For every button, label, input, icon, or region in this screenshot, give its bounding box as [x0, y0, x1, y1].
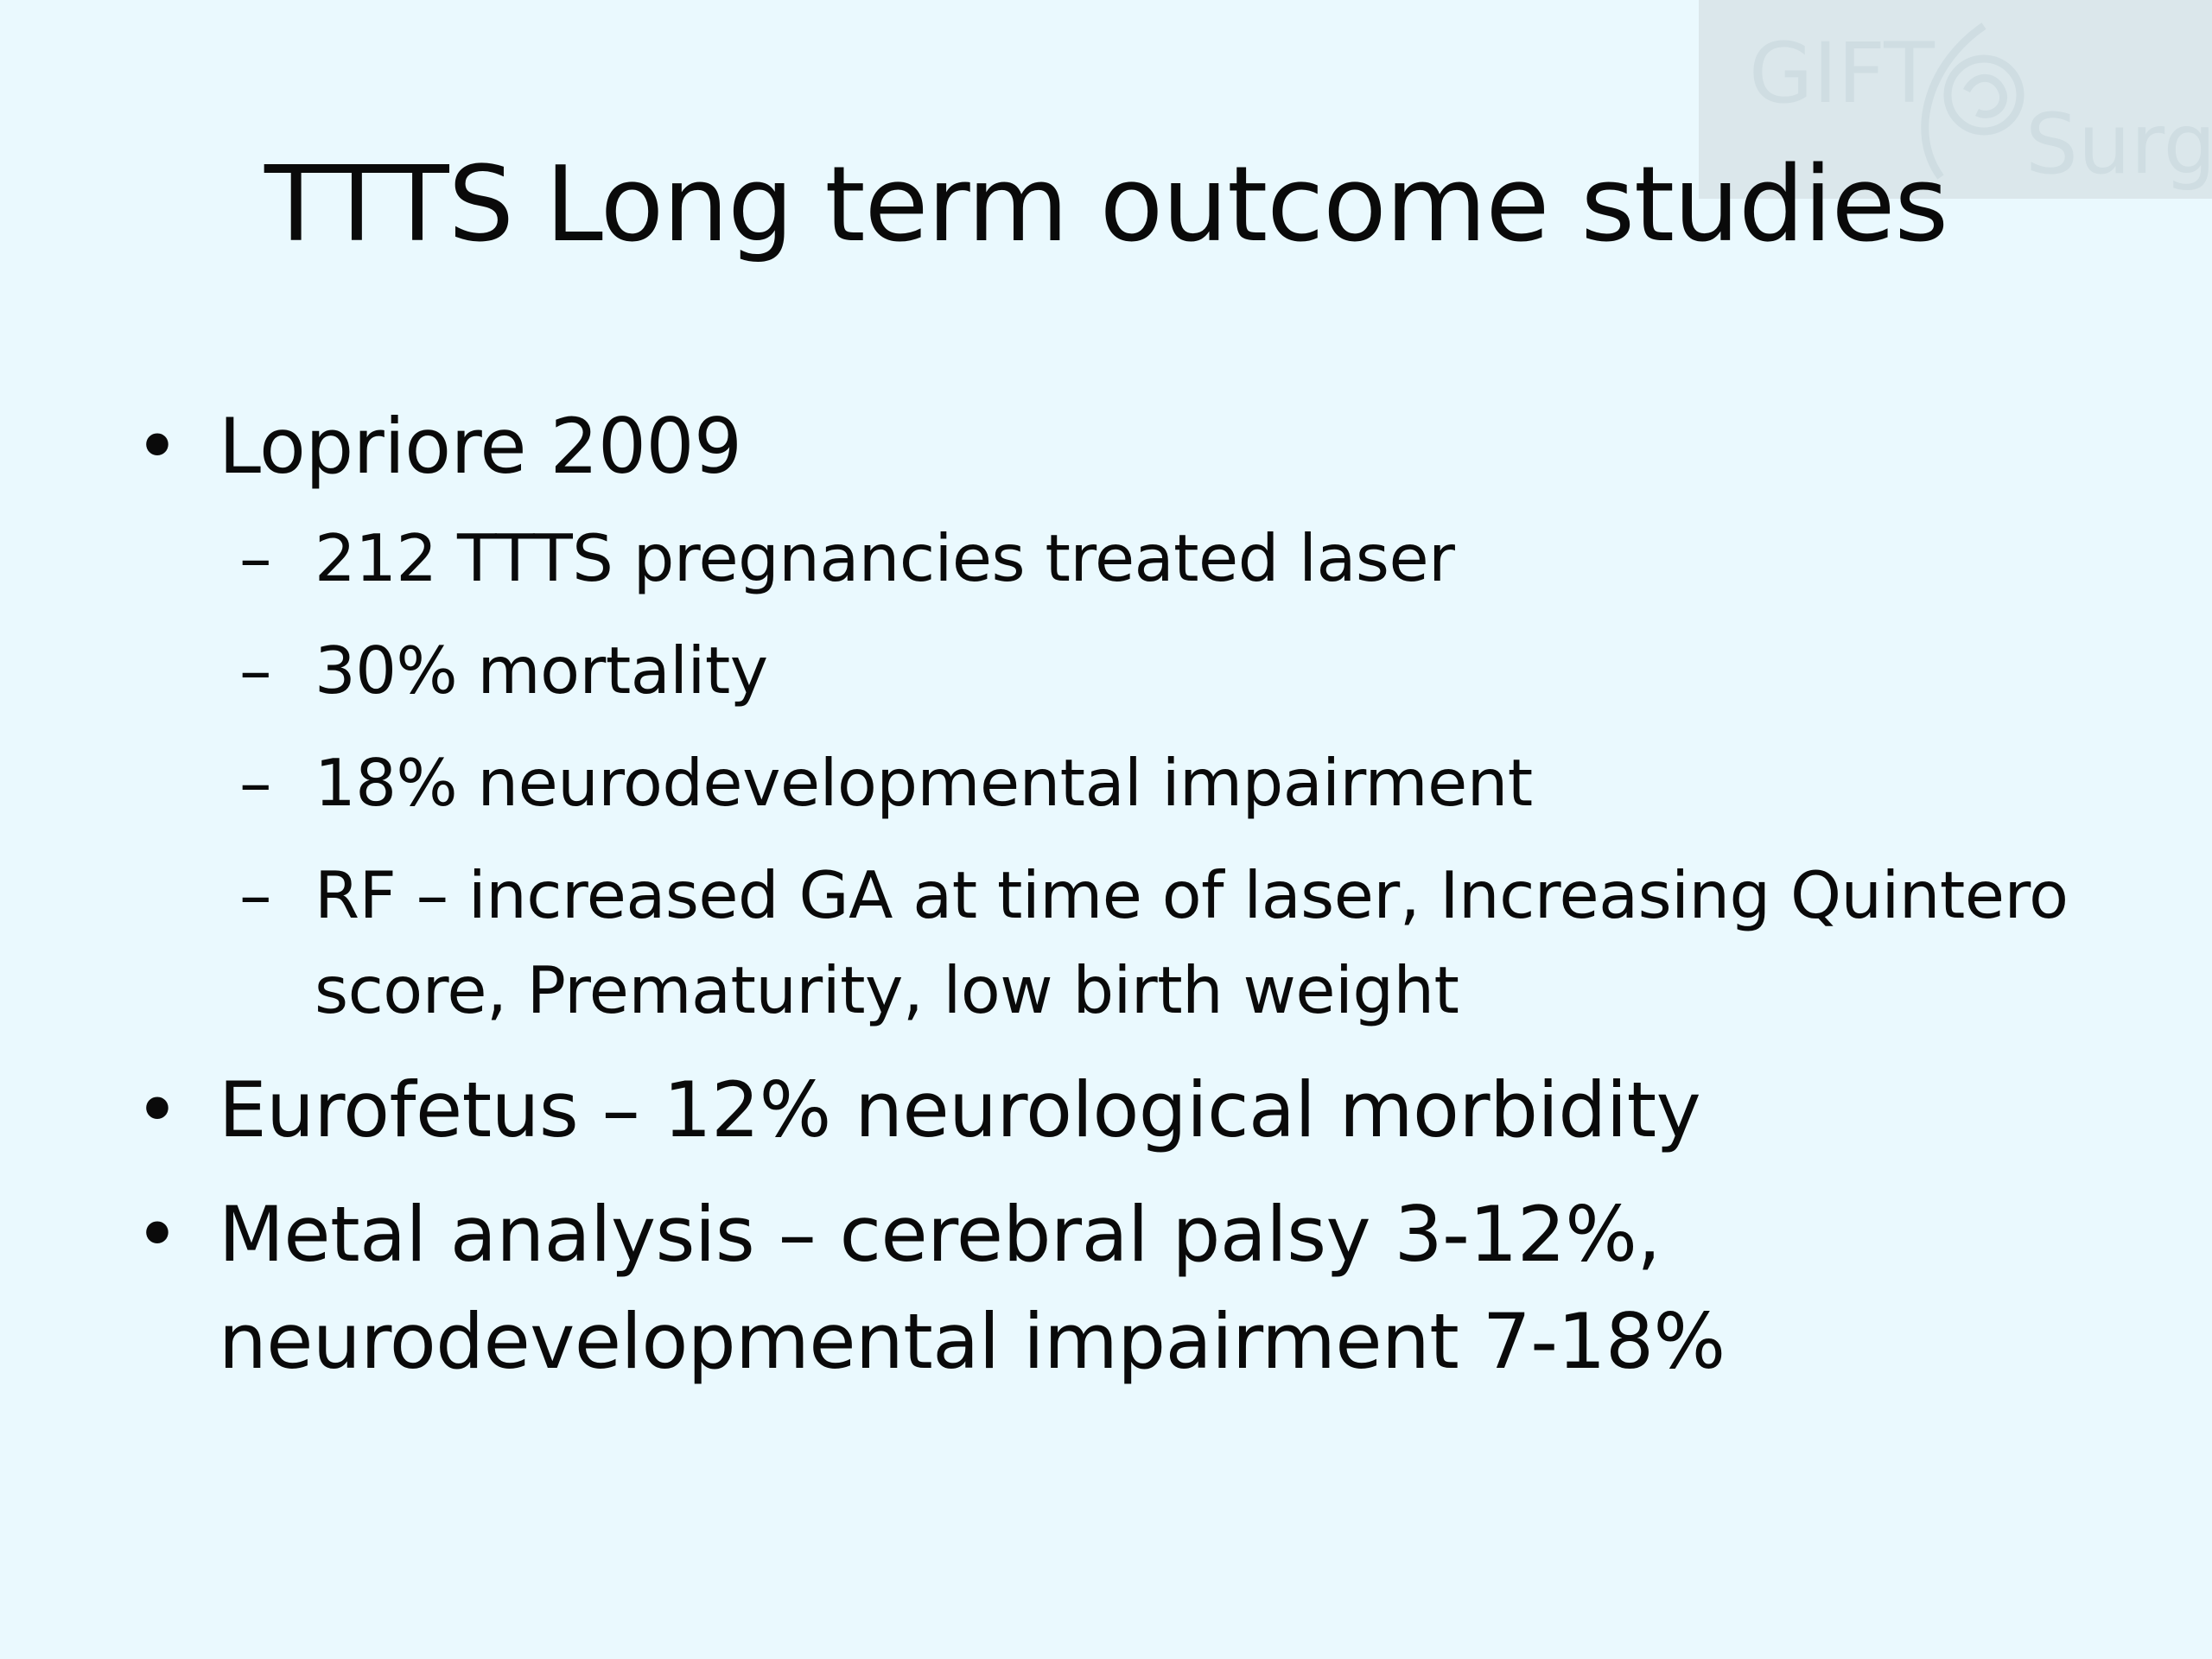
sub-bullet-text: 212 TTTS pregnancies treated laser [315, 520, 1455, 596]
slide-content: • Lopriore 2009 – 212 TTTS pregnancies t… [130, 393, 2117, 1395]
fetus-icon [1921, 22, 2024, 180]
sub-bullet-risk-factors: – RF – increased GA at time of laser, In… [130, 848, 2117, 1038]
bullet-marker: • [135, 402, 180, 491]
sub-bullet-pregnancies: – 212 TTTS pregnancies treated laser [130, 511, 2117, 606]
sub-bullet-marker: – [239, 520, 272, 596]
watermark-logo: GIFT Surg [1699, 0, 2212, 199]
bullet-marker: • [135, 1190, 180, 1279]
bullet-metal-analysis: • Metal analysis – cerebral palsy 3-12%,… [130, 1181, 2117, 1395]
sub-bullet-marker: – [239, 632, 272, 709]
bullet-lopriore: • Lopriore 2009 [130, 393, 2117, 500]
watermark-logo-bottom-text: Surg [2025, 96, 2212, 193]
sub-bullet-text: RF – increased GA at time of laser, Incr… [315, 857, 2069, 1028]
bullet-eurofetus: • Eurofetus – 12% neurological morbidity [130, 1057, 2117, 1164]
bullet-text: Metal analysis – cerebral palsy 3-12%, n… [219, 1190, 1726, 1386]
sub-bullet-marker: – [239, 857, 272, 933]
watermark-logo-top-text: GIFT [1749, 25, 1935, 122]
slide-title: TTTS Long term outcome studies [264, 145, 1948, 265]
sub-bullet-marker: – [239, 745, 272, 821]
gift-surg-logo: GIFT Surg [1749, 22, 2212, 193]
sub-bullet-text: 18% neurodevelopmental impairment [315, 745, 1533, 821]
bullet-text: Lopriore 2009 [219, 402, 742, 491]
bullet-text: Eurofetus – 12% neurological morbidity [219, 1065, 1701, 1154]
sub-bullet-impairment: – 18% neurodevelopmental impairment [130, 735, 2117, 830]
sub-bullet-text: 30% mortality [315, 632, 768, 709]
bullet-marker: • [135, 1065, 180, 1154]
sub-bullet-mortality: – 30% mortality [130, 623, 2117, 718]
